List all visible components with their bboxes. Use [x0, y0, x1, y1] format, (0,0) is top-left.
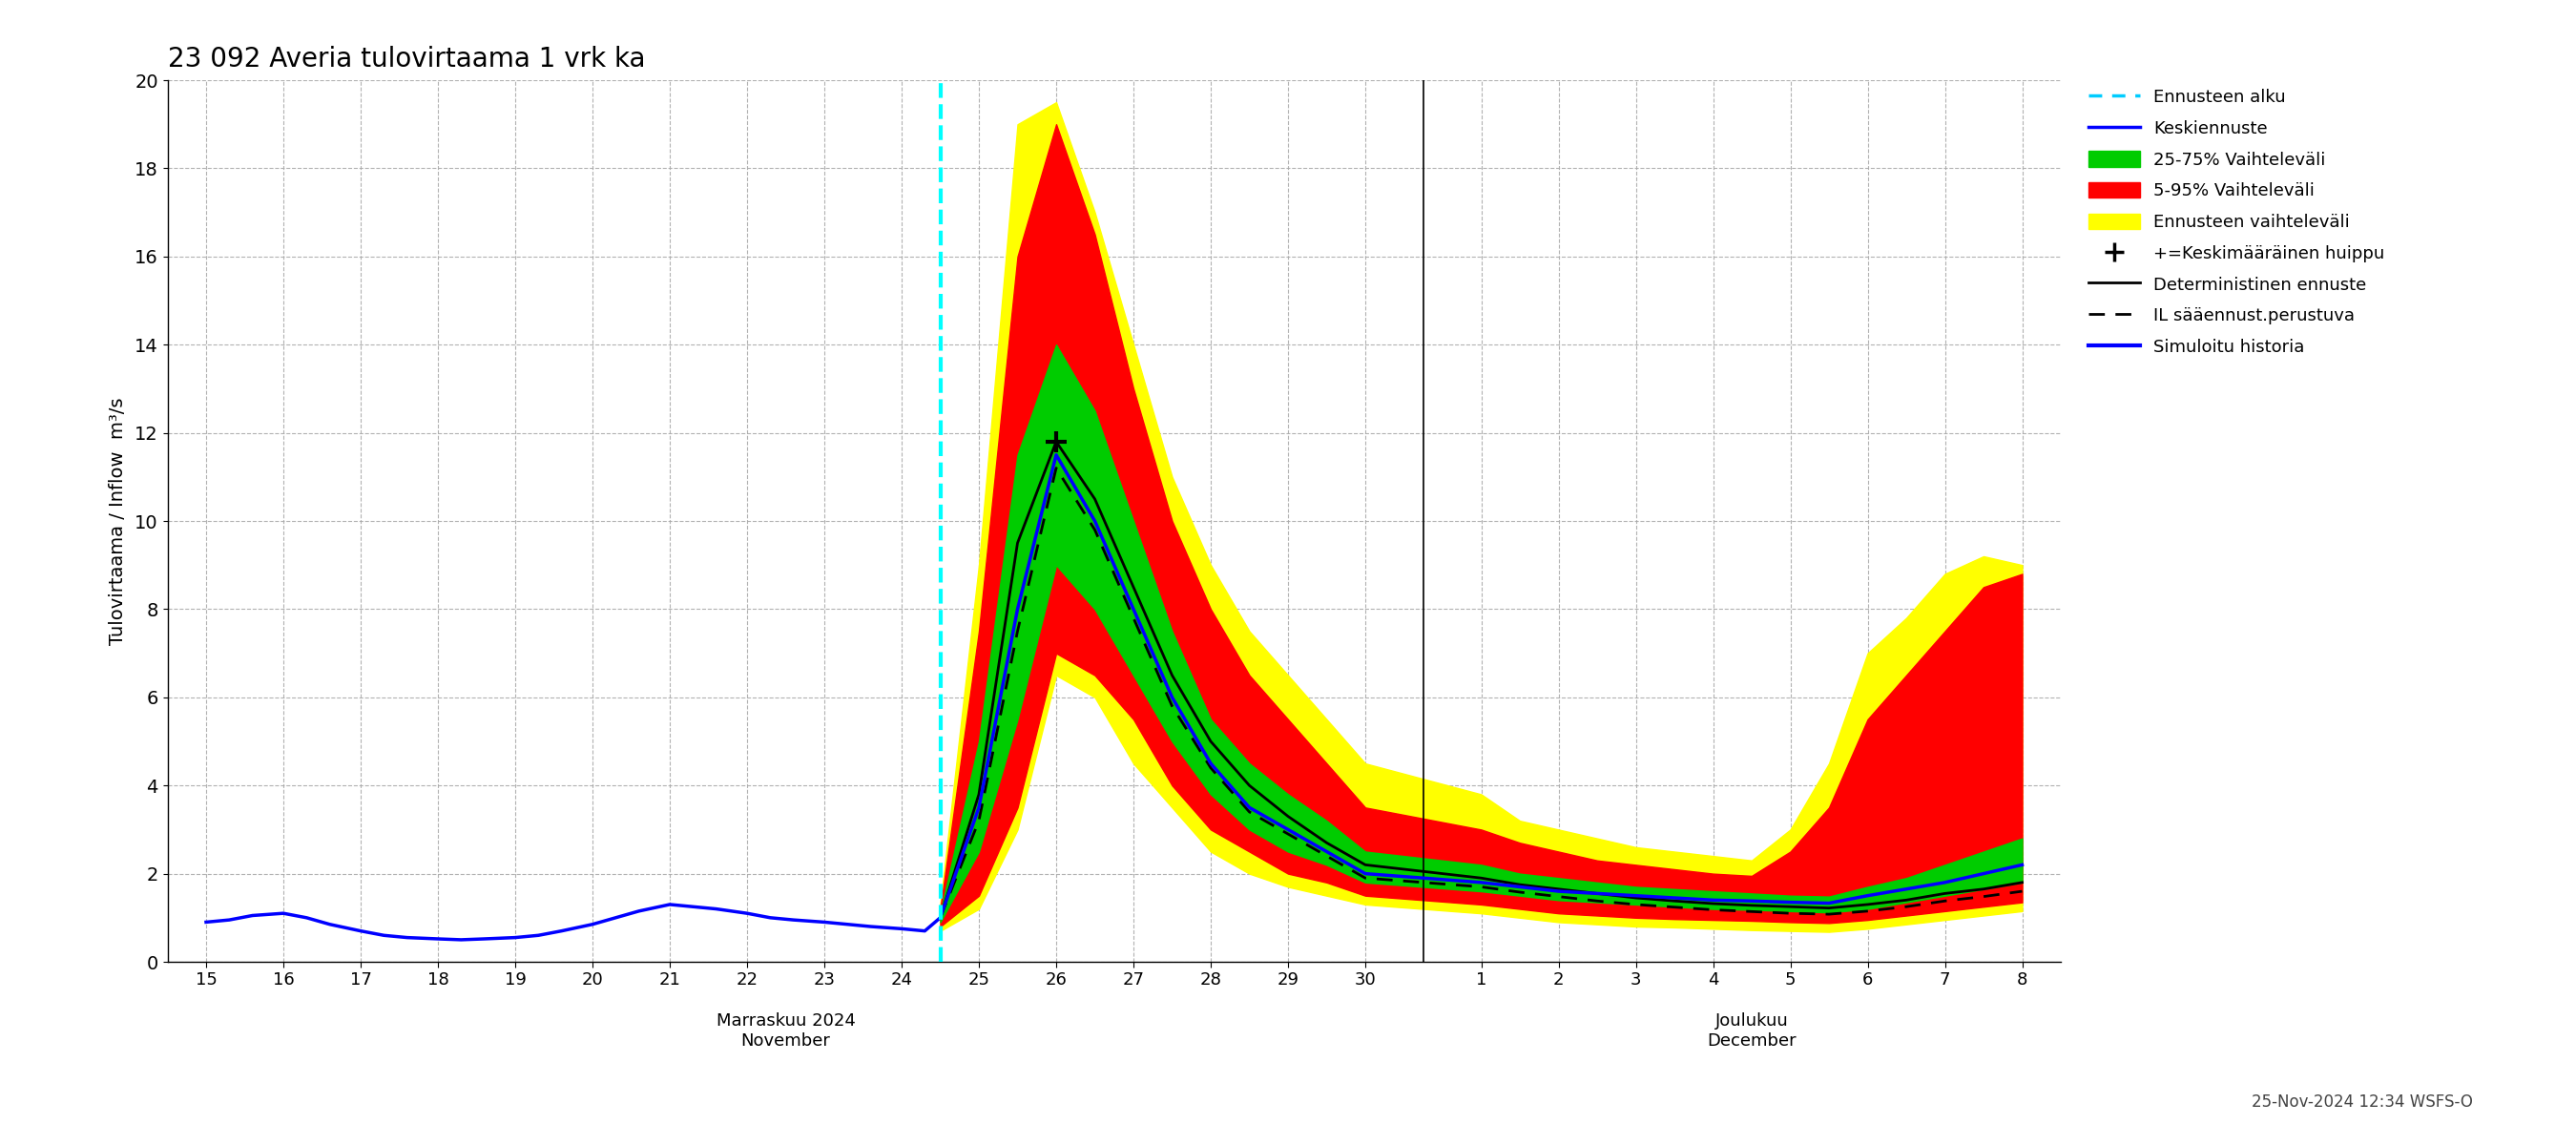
Y-axis label: Tulovirtaama / Inflow  m³/s: Tulovirtaama / Inflow m³/s [108, 397, 126, 645]
Legend: Ennusteen alku, Keskiennuste, 25-75% Vaihteleväli, 5-95% Vaihteleväli, Ennusteen: Ennusteen alku, Keskiennuste, 25-75% Vai… [2089, 89, 2385, 356]
Text: Joulukuu
December: Joulukuu December [1708, 1012, 1795, 1049]
Text: 25-Nov-2024 12:34 WSFS-O: 25-Nov-2024 12:34 WSFS-O [2251, 1093, 2473, 1111]
Text: Marraskuu 2024
November: Marraskuu 2024 November [716, 1012, 855, 1049]
Text: 23 092 Averia tulovirtaama 1 vrk ka: 23 092 Averia tulovirtaama 1 vrk ka [167, 46, 644, 72]
